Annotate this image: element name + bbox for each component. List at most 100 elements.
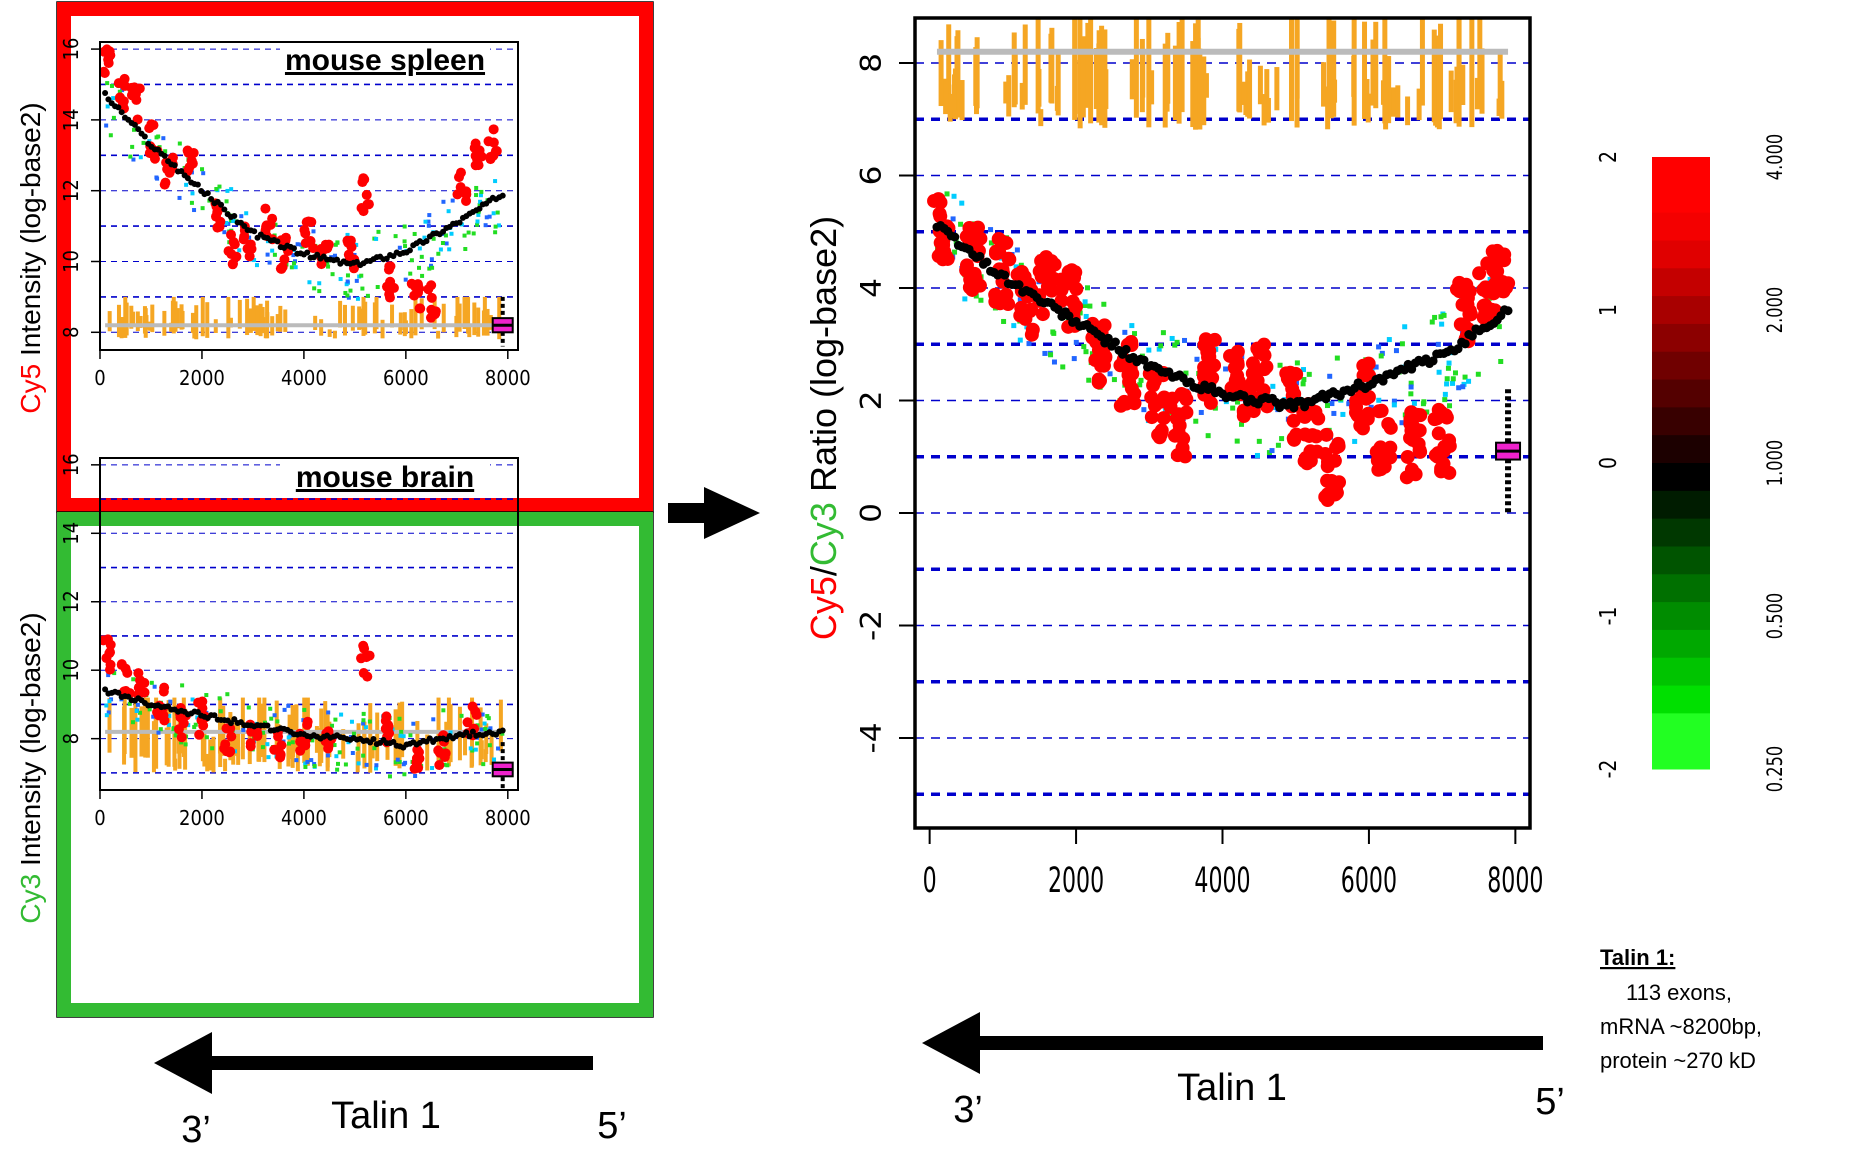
exon-bar xyxy=(342,304,347,336)
probe-point xyxy=(311,229,316,234)
trend-point xyxy=(390,738,397,745)
red-point xyxy=(1412,443,1427,458)
exon-bar xyxy=(359,308,364,330)
probe-point xyxy=(335,761,340,766)
colorbar-ratio-label: 2.000 xyxy=(1763,287,1788,333)
probe-point xyxy=(374,766,379,771)
probe-point xyxy=(357,274,362,279)
probe-point xyxy=(302,707,307,712)
exon-bar xyxy=(194,305,199,340)
probe-point xyxy=(1386,337,1392,343)
probe-point xyxy=(1441,312,1447,318)
probe-point xyxy=(1042,350,1048,356)
red-point xyxy=(1286,413,1301,428)
red-point xyxy=(1380,449,1395,464)
probe-point xyxy=(224,199,229,204)
red-point xyxy=(173,724,184,735)
exon-bar xyxy=(1165,32,1171,104)
probe-point xyxy=(1439,321,1445,327)
exon-bar xyxy=(317,728,322,767)
trend-point xyxy=(115,689,122,696)
colorbar-cell xyxy=(1652,657,1710,687)
red-point xyxy=(149,153,160,164)
probe-point xyxy=(334,754,339,759)
probe-point xyxy=(222,230,227,235)
probe-point xyxy=(325,260,330,265)
probe-point xyxy=(343,762,348,767)
exon-bar xyxy=(1373,21,1379,109)
exon-bar xyxy=(323,701,328,752)
probe-point xyxy=(131,677,136,682)
probe-point xyxy=(158,727,163,732)
brain-panel-border xyxy=(57,512,653,1017)
exon-bar xyxy=(375,712,380,762)
probe-point xyxy=(180,683,185,688)
probe-point xyxy=(361,718,366,723)
y-tick-label: 8 xyxy=(59,733,83,744)
probe-point xyxy=(959,200,965,206)
red-point xyxy=(1320,493,1335,508)
probe-point xyxy=(402,772,407,777)
probe-point xyxy=(1083,313,1089,319)
probe-point xyxy=(351,731,356,736)
red-point xyxy=(1223,348,1238,363)
exon-bar xyxy=(350,305,355,331)
red-point xyxy=(1172,418,1187,433)
red-point xyxy=(1298,451,1313,466)
red-point xyxy=(1318,447,1333,462)
red-point xyxy=(999,235,1014,250)
gene-end-3-left: 3’ xyxy=(181,1109,211,1149)
trend-point xyxy=(118,109,125,116)
red-point xyxy=(359,174,370,185)
red-point xyxy=(135,686,146,697)
probe-point xyxy=(952,249,958,255)
probe-point xyxy=(289,265,294,270)
trend-point xyxy=(231,212,238,219)
probe-point xyxy=(241,728,246,733)
probe-point xyxy=(427,266,432,271)
plot-area xyxy=(915,18,1530,797)
colorbar-cell xyxy=(1652,157,1710,186)
probe-point xyxy=(317,289,322,294)
probe-point xyxy=(403,760,408,765)
probe-point xyxy=(487,214,492,219)
probe-point xyxy=(266,755,271,760)
probe-point xyxy=(1132,331,1138,337)
y-tick-label: 0 xyxy=(855,503,888,523)
trend-point xyxy=(135,126,142,133)
probe-point xyxy=(445,763,450,768)
red-point xyxy=(105,647,116,658)
exon-bar xyxy=(1019,82,1025,110)
probe-point xyxy=(307,280,312,285)
red-point xyxy=(363,199,374,210)
probe-point xyxy=(155,176,160,181)
exon-bar xyxy=(488,315,493,330)
exon-bar xyxy=(1351,18,1357,126)
plot-title-bg xyxy=(280,44,490,78)
note-line-3: protein ~270 kD xyxy=(1600,1048,1756,1073)
probe-point xyxy=(290,740,295,745)
probe-point xyxy=(177,195,182,200)
probe-point xyxy=(151,714,156,719)
probe-point xyxy=(346,295,351,300)
red-point xyxy=(434,760,445,771)
red-point xyxy=(470,706,481,717)
probe-point xyxy=(441,708,446,713)
probe-point xyxy=(272,713,277,718)
probe-point xyxy=(303,761,308,766)
probe-point xyxy=(312,286,317,291)
red-point xyxy=(1245,356,1260,371)
exon-bar xyxy=(1190,41,1196,128)
probe-point xyxy=(179,740,184,745)
probe-point xyxy=(950,216,956,222)
red-point xyxy=(388,282,399,293)
probe-point xyxy=(295,242,300,247)
probe-point xyxy=(312,762,317,767)
probe-point xyxy=(1399,341,1405,347)
red-point xyxy=(1485,244,1500,259)
probe-point xyxy=(1089,351,1095,357)
probe-point xyxy=(332,253,337,258)
red-point xyxy=(1308,404,1323,419)
exon-bar xyxy=(1012,54,1018,105)
probe-point xyxy=(470,748,475,753)
